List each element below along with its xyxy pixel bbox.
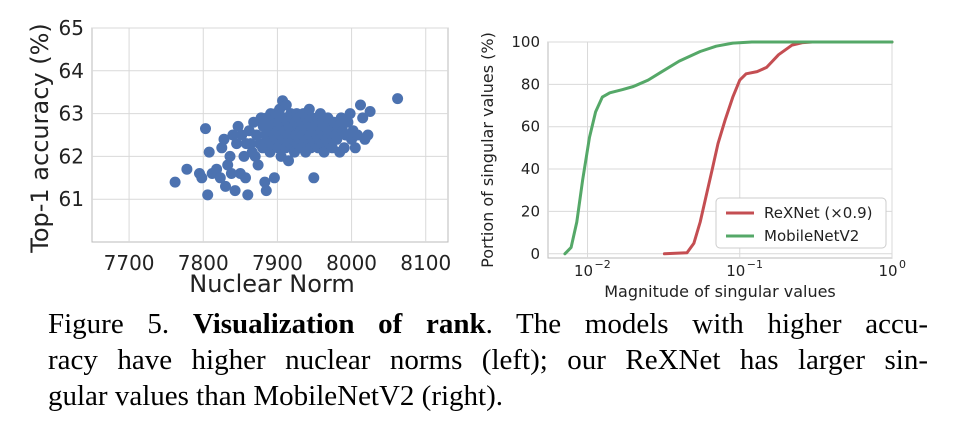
line-x-axis-label: Magnitude of singular values <box>604 282 836 301</box>
line-series <box>563 40 894 256</box>
scatter-x-tick-label: 7800 <box>178 251 229 275</box>
scatter-point <box>211 163 223 175</box>
scatter-point <box>224 150 236 162</box>
nuclear-norm-scatter-chart: 7700 7800 7900 8000 8100 61 62 63 64 65 Nuclear N… <box>26 16 451 298</box>
scatter-point <box>181 163 193 175</box>
line-y-axis-label: Portion of singular values (%) <box>478 32 497 268</box>
figure-caption: Figure 5. Visualization of rank. The mod… <box>48 306 928 414</box>
scatter-point <box>227 129 239 141</box>
scatter-x-tick-label: 7700 <box>104 251 155 275</box>
scatter-point <box>364 106 376 117</box>
line-y-tick-label: 60 <box>521 118 540 136</box>
scatter-point <box>169 176 181 188</box>
scatter-point <box>238 150 250 162</box>
scatter-y-tick-label: 64 <box>59 59 84 83</box>
scatter-y-tick-label: 61 <box>59 187 84 211</box>
scatter-point <box>240 172 251 184</box>
scatter-x-tick-label: 8100 <box>400 251 451 275</box>
scatter-point <box>392 93 404 105</box>
scatter-point <box>202 189 214 201</box>
caption-line-1-text: . The models with higher accu- <box>485 308 929 340</box>
legend-rexnet-label: ReXNet (×0.9) <box>764 204 872 222</box>
scatter-point <box>249 150 261 162</box>
legend: ReXNet (×0.9) MobileNetV2 <box>715 197 887 249</box>
scatter-y-tick-label: 62 <box>59 144 84 168</box>
scatter-point <box>222 159 234 171</box>
scatter-point <box>344 108 356 120</box>
scatter-point <box>231 138 243 150</box>
scatter-point <box>308 172 320 184</box>
scatter-point <box>252 159 264 171</box>
mobilenet-series-line <box>563 40 894 256</box>
scatter-x-tick-label: 7900 <box>252 251 303 275</box>
scatter-point <box>216 142 228 154</box>
scatter-x-axis-label: Nuclear Norm <box>189 270 354 298</box>
scatter-x-tick-label: 8000 <box>326 251 377 275</box>
caption-line-3: gular values than MobileNetV2 (right). <box>48 380 504 412</box>
scatter-point <box>283 155 294 167</box>
scatter-point <box>303 103 315 115</box>
scatter-points <box>169 93 404 201</box>
line-y-tick-label: 100 <box>511 33 540 51</box>
scatter-point <box>331 133 343 145</box>
line-y-tick-label: 0 <box>530 245 540 263</box>
line-x-tick-label: 10 <box>574 262 593 280</box>
scatter-point <box>242 189 254 201</box>
line-y-tick-label: 40 <box>521 160 540 178</box>
scatter-y-tick-label: 65 <box>59 16 84 40</box>
scatter-point <box>214 172 226 184</box>
scatter-point <box>357 112 369 124</box>
scatter-point <box>220 180 231 192</box>
scatter-point <box>362 129 374 141</box>
scatter-point <box>259 176 271 188</box>
scatter-point <box>268 172 280 184</box>
scatter-point <box>218 133 230 145</box>
line-x-tick-exponent: −2 <box>595 258 611 271</box>
scatter-point <box>245 138 257 150</box>
scatter-point <box>200 123 211 135</box>
scatter-point <box>264 146 276 158</box>
legend-box <box>715 197 887 249</box>
scatter-point <box>229 185 241 197</box>
scatter-point <box>225 168 237 179</box>
scatter-point <box>338 142 350 154</box>
caption-line-2: racy have higher nuclear norms (left); o… <box>48 344 928 376</box>
scatter-point <box>280 99 292 111</box>
scatter-point <box>232 120 244 132</box>
line-x-tick-label: 10 <box>726 262 745 280</box>
scatter-tick-labels: 7700 7800 7900 8000 8100 61 62 63 64 65 <box>59 16 452 275</box>
caption-line-1: Figure 5. Visualization of rank. The mod… <box>48 306 928 342</box>
scatter-point <box>342 116 354 128</box>
line-y-tick-label: 80 <box>521 75 540 93</box>
caption-figure-label: Figure 5. <box>48 308 170 340</box>
scatter-y-tick-label: 63 <box>59 102 84 126</box>
line-x-tick-label: 10 <box>878 262 897 280</box>
line-x-tick-exponent: −1 <box>747 258 763 271</box>
scatter-point <box>355 99 366 111</box>
caption-title: Visualization of rank <box>192 308 486 340</box>
scatter-point <box>318 146 330 158</box>
line-x-tick-exponent: 0 <box>899 258 906 271</box>
scatter-point <box>251 129 263 141</box>
scatter-point <box>349 142 361 154</box>
line-y-tick-label: 20 <box>521 202 540 220</box>
scatter-grid <box>92 27 448 242</box>
scatter-point <box>203 146 215 158</box>
scatter-point <box>260 185 272 197</box>
scatter-y-axis-label: Top-1 accuracy (%) <box>26 23 54 254</box>
legend-mobilenet-label: MobileNetV2 <box>764 227 859 245</box>
scatter-point <box>196 172 208 184</box>
rexnet-series-line <box>662 40 894 256</box>
